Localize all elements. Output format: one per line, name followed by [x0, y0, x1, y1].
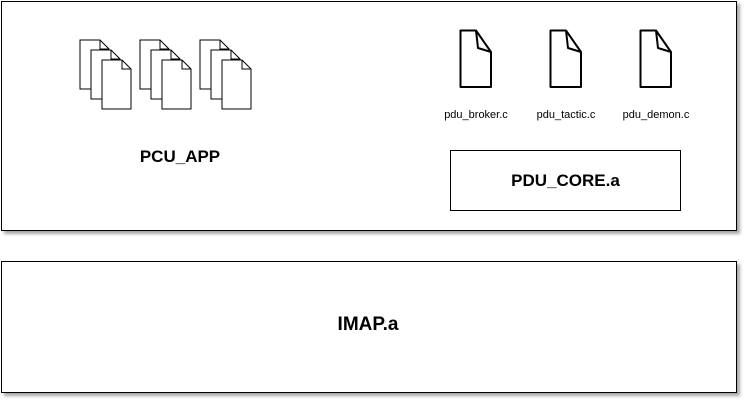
source-file-label: pdu_broker.c [444, 109, 508, 121]
multiple-files-icon [80, 40, 131, 109]
source-file-label: pdu_demon.c [622, 109, 690, 121]
source-file-label: pdu_tactic.c [536, 109, 596, 121]
imap-library-container [1, 261, 737, 393]
file-icon [549, 29, 582, 88]
file-icon [639, 29, 672, 88]
multiple-files-icon [200, 40, 251, 109]
core-library-box: PDU_CORE.a [450, 150, 681, 211]
file-icon [459, 29, 492, 88]
imap-library-label: IMAP.a [337, 314, 399, 335]
app-label: PCU_APP [139, 147, 221, 166]
multiple-files-icon [140, 40, 191, 109]
core-library-label: PDU_CORE.a [511, 170, 620, 190]
